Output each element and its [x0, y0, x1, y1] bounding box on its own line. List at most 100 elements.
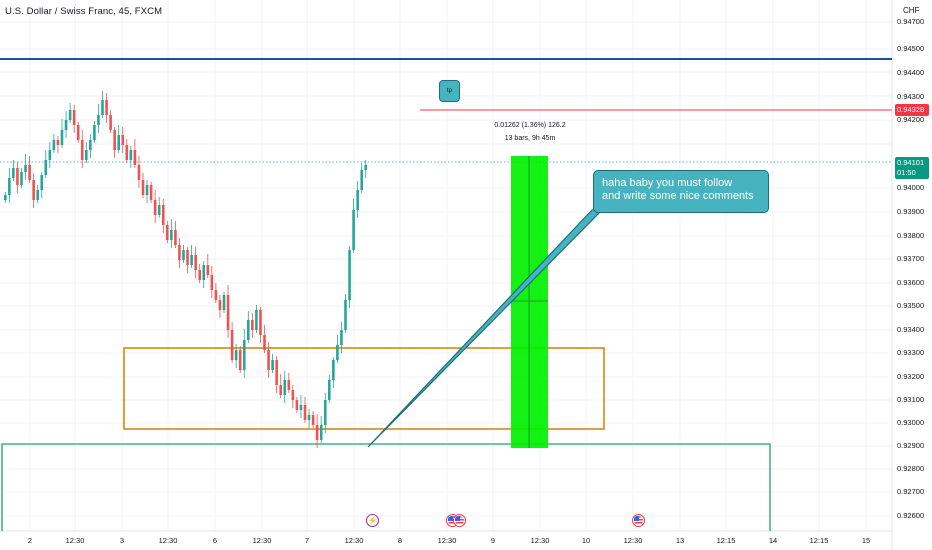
price-axis-label: 0.93500	[897, 301, 925, 310]
candle-body	[323, 400, 327, 425]
green-zone-rectangle[interactable]	[1, 443, 771, 531]
price-axis-label: 0.92600	[897, 511, 925, 520]
candle-body	[20, 172, 23, 185]
candle-body	[32, 180, 35, 200]
chart-grid	[0, 0, 892, 531]
candle-body	[80, 140, 84, 160]
candle-body	[117, 135, 120, 150]
candle-body	[307, 415, 311, 420]
measure-info-bars: 13 bars, 9h 45m	[504, 135, 556, 142]
candle-body	[226, 295, 230, 330]
bar-countdown: 01:50	[897, 168, 916, 177]
price-axis-label: 0.92800	[897, 464, 925, 473]
candle-body	[255, 310, 258, 330]
price-axis-label: 0.93700	[897, 254, 925, 263]
candle-body	[234, 350, 238, 360]
us-flag-icon[interactable]	[453, 514, 466, 527]
price-axis-label: 0.94300	[897, 92, 925, 101]
tp-label-box[interactable]: tp	[439, 80, 460, 102]
candle-body	[85, 150, 88, 160]
time-axis-label: 12:30	[252, 536, 272, 545]
candle-body	[16, 168, 19, 185]
candle-body	[198, 270, 201, 280]
candle-body	[97, 115, 100, 125]
candle-body	[121, 135, 125, 145]
price-axis-label: 0.94700	[897, 17, 925, 26]
symbol-title[interactable]: U.S. Dollar / Swiss Franc, 45, FXCM	[5, 6, 163, 17]
price-axis-label: 0.94500	[897, 44, 925, 53]
price-axis-label: 0.93800	[897, 231, 925, 240]
candle-body	[271, 360, 274, 370]
candle-body	[101, 100, 104, 115]
candle-body	[153, 200, 157, 215]
current-price-tag: 0.94101 01:50	[895, 157, 929, 179]
candle-body	[279, 385, 282, 395]
candle-body	[283, 380, 287, 395]
candle-body	[72, 110, 76, 125]
candle-body	[230, 330, 234, 360]
candle-body	[145, 185, 149, 195]
candle-body	[311, 415, 315, 425]
time-axis-label: 2	[27, 536, 33, 545]
measure-info-price: 0.01262 (1.36%) 126.2	[494, 122, 566, 129]
candle-body	[348, 250, 351, 300]
price-range-measure-box[interactable]	[511, 156, 548, 448]
current-price-value: 0.94101	[897, 158, 925, 167]
candle-body	[40, 175, 44, 190]
candle-body	[238, 350, 242, 370]
candle-body	[133, 150, 137, 165]
price-axis-label: 0.94200	[897, 115, 925, 124]
candle-body	[267, 350, 270, 370]
time-axis-label: 3	[119, 536, 125, 545]
candle-body	[194, 255, 197, 270]
comment-callout[interactable]: haha baby you must follow and write some…	[593, 170, 769, 213]
candle-body	[157, 205, 161, 215]
price-axis-label: 0.94000	[897, 183, 925, 192]
comment-callout-tail	[367, 207, 606, 448]
candle-body	[259, 310, 262, 335]
candle-body	[336, 345, 339, 360]
candle-body	[52, 140, 56, 150]
candle-body	[218, 300, 222, 310]
candlestick-series	[4, 91, 368, 448]
price-axis-label: 0.93900	[897, 207, 925, 216]
candle-body	[206, 265, 210, 275]
candle-body	[356, 190, 359, 210]
candle-body	[291, 390, 295, 400]
candle-body	[364, 165, 368, 170]
price-axis-label: 0.92900	[897, 441, 925, 450]
bolt-icon[interactable]: ⚡	[366, 514, 379, 527]
time-axis-label: 6	[212, 536, 218, 545]
currency-label: CHF	[903, 6, 920, 15]
candle-body	[44, 160, 48, 175]
candle-body	[214, 290, 218, 300]
candle-body	[60, 130, 64, 145]
candle-body	[149, 185, 153, 200]
candle-body	[178, 245, 181, 260]
price-axis-label: 0.93300	[897, 348, 925, 357]
comment-text-line-1: haha baby you must follow	[602, 177, 733, 189]
candle-body	[360, 170, 363, 190]
candle-body	[113, 130, 116, 150]
candle-body	[174, 230, 177, 245]
price-axis-label: 0.93400	[897, 325, 925, 334]
candle-body	[332, 360, 335, 380]
candle-body	[352, 210, 355, 250]
price-axis-label: 0.93200	[897, 372, 925, 381]
candle-body	[299, 405, 303, 410]
time-axis-label: 13	[675, 536, 685, 545]
candle-body	[344, 300, 347, 330]
candle-body	[56, 140, 60, 145]
candle-body	[182, 250, 185, 260]
candle-body	[190, 255, 193, 265]
time-axis-label: 12:30	[437, 536, 457, 545]
time-axis-label: 9	[490, 536, 496, 545]
candle-body	[251, 320, 254, 330]
orange-zone-rectangle[interactable]	[123, 347, 605, 430]
us-flag-icon[interactable]	[632, 514, 645, 527]
time-axis-label: 12:15	[716, 536, 736, 545]
candle-body	[242, 340, 246, 370]
price-axis-label: 0.93100	[897, 395, 925, 404]
candle-body	[48, 150, 52, 160]
